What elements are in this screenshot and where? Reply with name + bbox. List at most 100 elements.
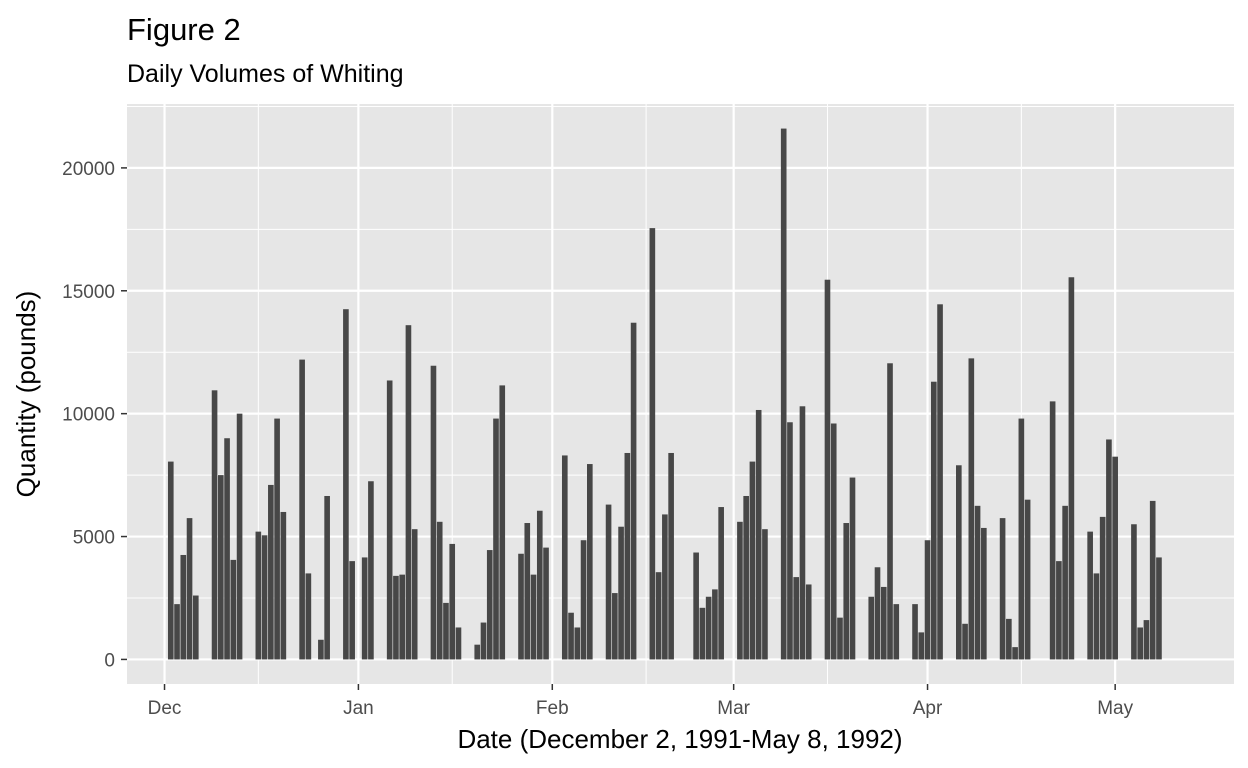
bar — [349, 561, 355, 660]
bar — [880, 586, 887, 660]
x-tick-label: Dec — [148, 698, 182, 719]
bar — [912, 604, 918, 660]
bar — [1062, 505, 1068, 660]
bar — [261, 535, 268, 660]
x-axis-title: Date (December 2, 1991-May 8, 1992) — [457, 724, 902, 754]
bar — [574, 627, 581, 660]
bar — [224, 438, 230, 660]
bar — [436, 521, 443, 660]
bar — [449, 543, 456, 660]
bar — [712, 589, 718, 660]
y-axis-title: Quantity (pounds) — [11, 291, 41, 498]
bar — [1106, 439, 1112, 660]
y-tick-label: 20000 — [62, 159, 115, 180]
bar — [174, 604, 180, 660]
bar — [1006, 618, 1012, 660]
bar — [830, 423, 837, 660]
bar — [649, 228, 656, 660]
bar — [518, 553, 524, 660]
bar — [612, 593, 618, 660]
bar — [255, 531, 262, 660]
bar — [924, 540, 931, 660]
bar — [230, 559, 237, 660]
bar — [192, 595, 199, 660]
bar — [605, 504, 612, 660]
bar — [737, 521, 743, 660]
bar — [705, 596, 712, 660]
bar — [580, 540, 587, 660]
bar — [1012, 647, 1018, 660]
bar — [930, 381, 937, 660]
bar — [824, 279, 831, 660]
bar — [699, 607, 706, 660]
bar — [167, 461, 174, 660]
bar — [1093, 573, 1100, 660]
bar — [543, 547, 549, 660]
bar — [393, 575, 399, 660]
bar — [430, 365, 437, 660]
bars — [167, 128, 1162, 660]
bar — [1143, 620, 1150, 660]
bar — [662, 514, 668, 660]
bar — [1112, 456, 1118, 660]
bar — [1149, 500, 1156, 660]
bar — [887, 363, 893, 660]
bar — [624, 452, 631, 660]
bar — [755, 409, 762, 660]
bar — [474, 644, 481, 660]
bar — [305, 573, 312, 660]
bar — [937, 304, 943, 660]
x-tick-label: Jan — [343, 698, 374, 719]
bar — [443, 602, 449, 660]
bar — [586, 464, 593, 660]
bar — [968, 358, 975, 660]
bar — [1056, 561, 1062, 660]
bar — [999, 518, 1006, 660]
bar — [268, 484, 274, 660]
bar — [955, 465, 962, 660]
bar — [762, 529, 768, 660]
bar — [368, 481, 374, 660]
x-tick-label: Apr — [913, 698, 943, 719]
bar — [630, 322, 637, 660]
bar — [499, 385, 506, 660]
bar — [1068, 277, 1075, 660]
bar — [1018, 418, 1025, 660]
bar — [211, 390, 218, 660]
bar — [361, 557, 368, 660]
bar — [793, 577, 800, 660]
bar — [299, 359, 305, 660]
plot-panel — [127, 104, 1234, 684]
x-tick-label: Mar — [717, 698, 750, 719]
bar — [668, 452, 674, 660]
bar — [843, 523, 850, 660]
bar — [1049, 401, 1056, 660]
bar — [868, 596, 875, 660]
bar — [962, 623, 968, 660]
bar — [1087, 531, 1093, 660]
bar — [186, 518, 193, 660]
bar — [280, 511, 287, 660]
bar — [480, 622, 487, 660]
bar — [524, 523, 531, 660]
bar — [536, 510, 543, 660]
bar — [849, 477, 856, 660]
bar — [180, 554, 187, 660]
bar — [749, 461, 756, 660]
bar — [486, 550, 493, 660]
bar — [568, 612, 574, 660]
bar — [743, 495, 749, 660]
chart-title: Figure 2 — [127, 12, 241, 47]
bar — [655, 572, 662, 660]
bar — [799, 406, 806, 660]
bar — [405, 325, 412, 660]
y-tick-label: 0 — [104, 650, 115, 671]
bar — [837, 617, 843, 660]
bar — [493, 418, 499, 660]
bar — [1131, 524, 1137, 660]
bar — [399, 574, 406, 660]
y-tick-label: 5000 — [73, 528, 115, 549]
bar — [718, 507, 724, 660]
bar — [874, 567, 881, 660]
